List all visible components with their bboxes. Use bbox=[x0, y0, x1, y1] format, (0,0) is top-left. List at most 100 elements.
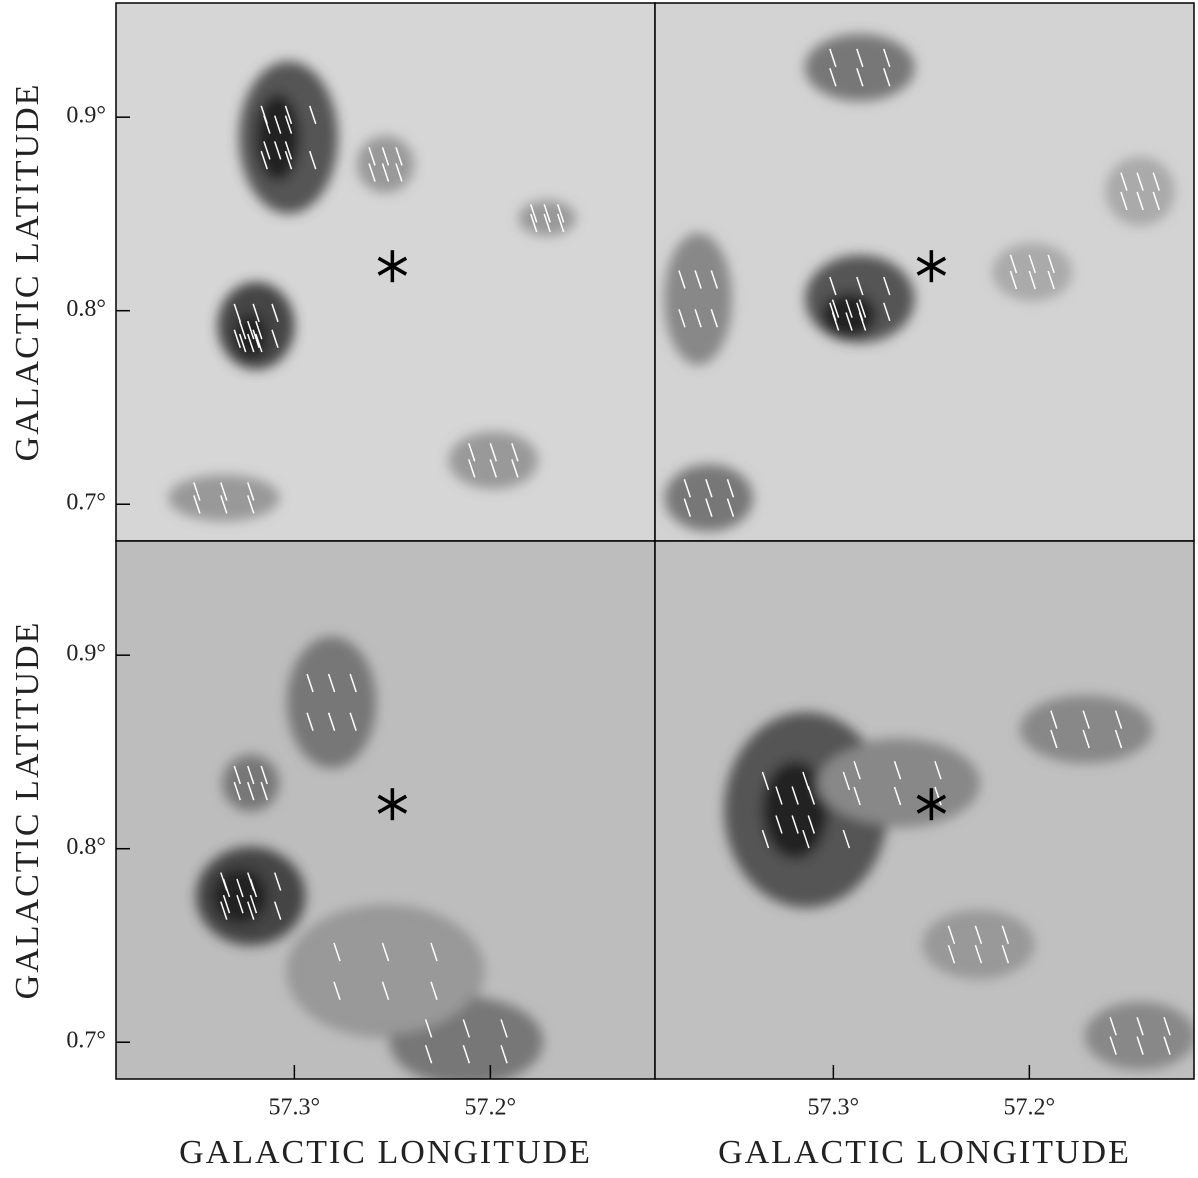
polarization-vector bbox=[468, 442, 476, 462]
source-marker bbox=[377, 250, 408, 283]
polarization-vector bbox=[468, 459, 476, 478]
x-tick-label: 57.3° bbox=[269, 1095, 321, 1121]
polarization-vector bbox=[249, 894, 258, 914]
polarization-vector bbox=[333, 942, 341, 962]
intensity-blob bbox=[287, 906, 484, 1037]
polarization-vector bbox=[710, 270, 719, 289]
polarization-vector bbox=[1120, 191, 1128, 211]
polarization-vector bbox=[430, 981, 438, 1001]
marker-stroke bbox=[377, 794, 408, 814]
polarization-vector bbox=[845, 312, 853, 331]
polarization-vector bbox=[252, 329, 260, 348]
polarization-vector bbox=[247, 482, 255, 501]
polarization-vector bbox=[327, 712, 336, 732]
intensity-blob bbox=[924, 911, 1033, 978]
polarization-vector bbox=[220, 482, 228, 501]
y-tick-label: 0.7° bbox=[66, 490, 106, 516]
polarization-vector bbox=[255, 320, 263, 340]
polarization-vector bbox=[273, 141, 282, 160]
intensity-blob bbox=[1085, 1003, 1194, 1069]
polarization-vector bbox=[247, 765, 255, 785]
polarization-vector bbox=[424, 1019, 433, 1038]
polarization-vector bbox=[683, 479, 692, 498]
polarization-vector bbox=[1163, 1017, 1171, 1036]
polarization-vector bbox=[710, 309, 719, 328]
polarization-vector bbox=[247, 781, 255, 801]
intensity-blob bbox=[358, 137, 413, 192]
polarization-vector bbox=[947, 925, 956, 945]
panel-frame bbox=[654, 540, 1195, 1080]
polarization-vector bbox=[247, 333, 255, 353]
polarization-vector bbox=[726, 498, 735, 517]
intensity-blob bbox=[449, 432, 537, 488]
polarization-vector bbox=[883, 48, 891, 68]
polarization-vector bbox=[1082, 710, 1090, 729]
intensity-map bbox=[724, 696, 1194, 1069]
intensity-blob bbox=[1021, 696, 1152, 763]
polarization-vector bbox=[1047, 270, 1055, 290]
polarization-vector bbox=[511, 459, 519, 478]
polarization-vector bbox=[1120, 172, 1128, 191]
polarization-vector bbox=[791, 815, 799, 834]
polarization-vector bbox=[934, 786, 942, 806]
marker-stroke bbox=[916, 256, 947, 276]
intensity-map bbox=[169, 61, 575, 520]
polarization-vector bbox=[1136, 1036, 1144, 1055]
polarization-vector bbox=[236, 878, 244, 898]
polarization-vector bbox=[1001, 925, 1010, 945]
polarization-vector bbox=[556, 213, 565, 233]
polarization-vector bbox=[543, 204, 551, 223]
polarization-vector bbox=[349, 712, 357, 732]
polarization-vector bbox=[247, 901, 255, 920]
polarization-vector bbox=[1136, 191, 1144, 211]
polarization-vector bbox=[1109, 1036, 1117, 1055]
y-tick-label: 0.8° bbox=[66, 834, 106, 860]
polarization-vector bbox=[222, 894, 231, 914]
polarization-vector bbox=[500, 1045, 508, 1064]
polarization-vector bbox=[883, 302, 891, 322]
polarization-vector bbox=[368, 163, 376, 182]
polarization-vector bbox=[193, 495, 201, 514]
polarization-vector bbox=[236, 894, 244, 914]
x-tick-label: 57.2° bbox=[1004, 1095, 1056, 1121]
polarization-vector bbox=[500, 1019, 508, 1038]
polarization-vector bbox=[381, 147, 390, 166]
y-axis-label: GALACTIC LATITUDE bbox=[9, 621, 46, 1000]
polarization-vector bbox=[761, 829, 770, 849]
polarization-vector bbox=[263, 141, 271, 160]
polarization-vector bbox=[381, 942, 390, 962]
polarization-vector bbox=[193, 482, 201, 501]
intensity-blob bbox=[994, 244, 1071, 300]
intensity-blob bbox=[805, 34, 915, 101]
polarization-vector bbox=[462, 1019, 471, 1038]
polarization-vector bbox=[260, 150, 268, 170]
polarization-vector bbox=[705, 479, 713, 498]
intensity-blob bbox=[762, 761, 828, 859]
polarization-vector bbox=[1050, 710, 1058, 729]
polarization-vector bbox=[934, 760, 942, 780]
source-marker bbox=[916, 250, 947, 283]
marker-stroke bbox=[377, 256, 408, 276]
polarization-vector bbox=[263, 115, 271, 134]
polarization-vector bbox=[678, 270, 686, 289]
polarization-vector bbox=[1047, 254, 1055, 274]
polarization-vector bbox=[260, 765, 268, 785]
intensity-blob bbox=[212, 868, 268, 924]
polarization-vector bbox=[1009, 254, 1018, 274]
y-tick-label: 0.9° bbox=[66, 103, 106, 129]
polarization-vector bbox=[1163, 1036, 1171, 1055]
polarization-vector bbox=[678, 309, 686, 328]
intensity-blob bbox=[665, 465, 753, 531]
polarization-vector bbox=[247, 320, 255, 340]
polarization-vector bbox=[1050, 729, 1058, 749]
polarization-vector bbox=[856, 68, 864, 87]
polarization-vector bbox=[1114, 710, 1123, 729]
panel: 57.3° 57.2° GALACTIC LONGITUDE bbox=[654, 540, 1195, 1171]
polarization-vector bbox=[1136, 1017, 1144, 1036]
polarization-vector bbox=[1028, 270, 1037, 290]
polarization-vector bbox=[233, 765, 241, 785]
polarization-vector bbox=[284, 105, 293, 125]
polarization-vector bbox=[233, 781, 241, 801]
x-axis-label: GALACTIC LONGITUDE bbox=[718, 1134, 1131, 1171]
